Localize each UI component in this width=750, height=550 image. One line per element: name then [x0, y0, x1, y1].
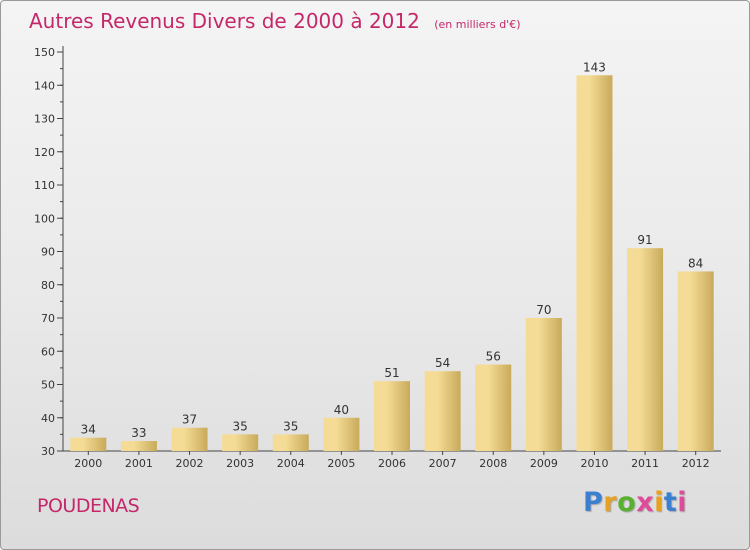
- x-tick-label: 2004: [277, 457, 305, 470]
- logo-letter: r: [603, 487, 618, 518]
- logo-letter: o: [617, 487, 637, 518]
- bar-value-label: 51: [384, 366, 399, 380]
- bar-value-label: 35: [283, 419, 298, 433]
- bar: [374, 381, 410, 451]
- proxiti-logo: Proxiti: [583, 487, 687, 518]
- x-tick-label: 2011: [631, 457, 659, 470]
- bar-value-label: 70: [536, 303, 551, 317]
- x-tick-label: 2010: [580, 457, 608, 470]
- y-tick-label: 130: [34, 113, 55, 126]
- bar: [576, 75, 613, 452]
- bar: [323, 417, 360, 451]
- y-tick-label: 50: [41, 379, 55, 392]
- chart-title-text: Autres Revenus Divers de 2000 à 2012: [29, 9, 420, 33]
- x-tick-label: 2003: [226, 457, 254, 470]
- x-tick-label: 2008: [479, 457, 507, 470]
- bar-value-label: 35: [233, 419, 248, 433]
- y-tick-label: 110: [34, 179, 55, 192]
- bar: [222, 434, 259, 451]
- x-tick-label: 2005: [327, 457, 355, 470]
- bar-value-label: 91: [637, 233, 652, 247]
- bar: [171, 427, 208, 451]
- bar-value-label: 40: [334, 403, 349, 417]
- x-tick-label: 2007: [429, 457, 457, 470]
- chart-subtitle: (en milliers d'€): [434, 18, 521, 31]
- y-tick-label: 80: [41, 279, 55, 292]
- x-tick-label: 2002: [176, 457, 204, 470]
- bar-value-label: 34: [81, 423, 96, 437]
- y-tick-label: 140: [34, 79, 55, 92]
- logo-letter: i: [654, 487, 664, 518]
- bar-value-label: 84: [688, 256, 703, 270]
- y-tick-label: 40: [41, 412, 55, 425]
- bar: [475, 364, 512, 451]
- chart-title: Autres Revenus Divers de 2000 à 2012 (en…: [29, 9, 521, 33]
- y-tick-label: 120: [34, 146, 55, 159]
- chart-bars: [70, 75, 714, 452]
- bar-value-label: 54: [435, 356, 450, 370]
- bar: [424, 371, 461, 451]
- y-tick-label: 30: [41, 445, 55, 458]
- bar: [677, 271, 714, 451]
- x-tick-label: 2009: [530, 457, 558, 470]
- x-tick-label: 2006: [378, 457, 406, 470]
- y-tick-label: 90: [41, 246, 55, 259]
- logo-letter: i: [677, 487, 688, 518]
- x-tick-label: 2000: [74, 457, 102, 470]
- x-tick-label: 2001: [125, 457, 153, 470]
- bar: [627, 248, 664, 451]
- bar: [70, 437, 107, 451]
- bar: [272, 434, 309, 451]
- y-tick-label: 60: [41, 345, 55, 358]
- x-tick-label: 2012: [682, 457, 710, 470]
- logo-letter: t: [663, 487, 678, 518]
- y-tick-label: 150: [34, 46, 55, 59]
- y-tick-label: 100: [34, 212, 55, 225]
- bar: [120, 441, 157, 451]
- bar: [525, 318, 562, 451]
- chart-labels: 34 2000 33 2001 37 2002 35 2003 35 2004 40 2005 51 20…: [74, 60, 709, 470]
- logo-letter: x: [636, 487, 655, 518]
- commune-name: POUDENAS: [37, 495, 140, 517]
- bar-value-label: 56: [486, 350, 501, 364]
- bar-value-label: 33: [131, 426, 146, 440]
- y-tick-label: 70: [41, 312, 55, 325]
- bar-value-label: 143: [583, 60, 606, 74]
- logo-letter: P: [583, 487, 604, 518]
- bar-value-label: 37: [182, 413, 197, 427]
